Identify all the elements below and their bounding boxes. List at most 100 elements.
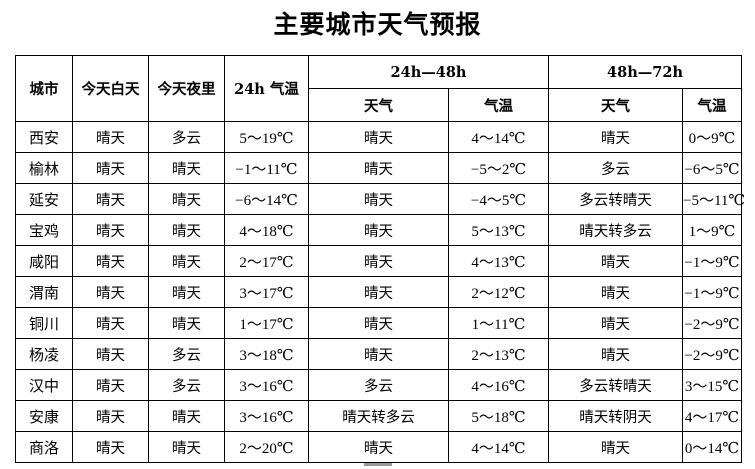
cell-city: 延安 [15,183,73,215]
cell-weather-48-72: 晴天 [548,245,684,277]
cell-today-day: 晴天 [72,214,149,246]
cell-city: 咸阳 [15,245,73,277]
header-weather-24-48: 天气 [308,88,449,122]
cell-weather-48-72: 晴天转多云 [548,214,684,246]
header-row-primary: 城市 今天白天 今天夜里 24h 气温 24h—48h 48h—72h [15,55,743,122]
cell-temp-24-48: 4～13℃ [447,245,550,277]
cell-today-night: 多云 [148,121,225,153]
header-temp-48-72: 气温 [682,88,743,122]
header-temp-24h: 24h 气温 [224,55,309,122]
table-row: 榆林 晴天 晴天 −1～11℃ 晴天 −5～2℃ 多云 −6～5℃ [15,152,743,184]
cell-weather-24-48: 晴天 [308,338,449,370]
cell-today-day: 晴天 [72,276,149,308]
cell-temp-24-48: 4～16℃ [447,369,550,401]
cell-today-night: 晴天 [148,276,225,308]
cell-today-day: 晴天 [72,369,149,401]
cell-weather-24-48: 晴天 [308,431,449,463]
cell-today-day: 晴天 [72,431,149,463]
cell-weather-24-48: 晴天 [308,276,449,308]
cell-temp-24-48: 4～14℃ [447,431,550,463]
cell-weather-24-48: 晴天 [308,183,449,215]
table-row: 渭南 晴天 晴天 3～17℃ 晴天 2～12℃ 晴天 −1～9℃ [15,276,743,308]
cell-weather-24-48: 晴天 [308,307,449,339]
table-head: 城市 今天白天 今天夜里 24h 气温 24h—48h 48h—72h 天气 气… [15,55,743,122]
cell-city: 西安 [15,121,73,153]
cell-temp-24-48: −4～5℃ [447,183,550,215]
table-row: 铜川 晴天 晴天 1～17℃ 晴天 1～11℃ 晴天 −2～9℃ [15,307,743,339]
cell-weather-24-48: 晴天 [308,214,449,246]
cell-today-night: 晴天 [148,152,225,184]
cell-weather-24-48: 晴天转多云 [308,400,449,432]
cell-temp-48-72: −5～11℃ [682,183,745,215]
cell-weather-48-72: 晴天转阴天 [548,400,684,432]
cell-today-night: 晴天 [148,400,225,432]
cell-today-day: 晴天 [72,400,149,432]
table-row: 宝鸡 晴天 晴天 4～18℃ 晴天 5～13℃ 晴天转多云 1～9℃ [15,214,743,246]
cell-temp-48-72: 4～17℃ [682,400,743,432]
cell-weather-48-72: 晴天 [548,338,684,370]
cell-today-day: 晴天 [72,183,149,215]
cell-temp-24h: 3～17℃ [224,276,309,308]
cell-weather-48-72: 多云转晴天 [548,369,684,401]
header-today-night: 今天夜里 [148,55,225,122]
cell-today-night: 晴天 [148,214,225,246]
cell-temp-24-48: −5～2℃ [447,152,550,184]
cell-temp-48-72: 0～14℃ [682,431,743,463]
cell-temp-24h: 3～16℃ [224,369,309,401]
cell-temp-24-48: 2～12℃ [447,276,550,308]
cell-weather-48-72: 多云 [548,152,684,184]
cell-city: 铜川 [15,307,73,339]
cell-temp-24h: −6～14℃ [224,183,309,215]
table-row: 杨凌 晴天 多云 3～18℃ 晴天 2～13℃ 晴天 −2～9℃ [15,338,743,370]
cell-city: 渭南 [15,276,73,308]
forecast-table-container: 城市 今天白天 今天夜里 24h 气温 24h—48h 48h—72h 天气 气… [15,55,745,463]
cell-temp-48-72: −2～9℃ [682,338,743,370]
table-body: 西安 晴天 多云 5～19℃ 晴天 4～14℃ 晴天 0～9℃ 榆林 晴天 晴天… [15,121,745,463]
header-row-secondary: 天气 气温 天气 气温 [16,88,743,122]
cell-temp-24h: 1～17℃ [224,307,309,339]
cell-temp-48-72: 1～9℃ [682,214,743,246]
cell-city: 汉中 [15,369,73,401]
cell-temp-24h: 2～20℃ [224,431,309,463]
page-title: 主要城市天气预报 [273,10,482,39]
cell-temp-24h: 3～18℃ [224,338,309,370]
cell-city: 安康 [15,400,73,432]
cell-city: 宝鸡 [15,214,73,246]
cell-weather-48-72: 晴天 [548,307,684,339]
table-row: 咸阳 晴天 晴天 2～17℃ 晴天 4～13℃ 晴天 −1～9℃ [15,245,743,277]
table-row: 延安 晴天 晴天 −6～14℃ 晴天 −4～5℃ 多云转晴天 −5～11℃ [15,183,745,215]
cell-temp-24h: −1～11℃ [224,152,309,184]
cell-temp-24h: 4～18℃ [224,214,309,246]
page-bottom-divider [364,463,392,466]
cell-today-day: 晴天 [72,245,149,277]
table-row: 西安 晴天 多云 5～19℃ 晴天 4～14℃ 晴天 0～9℃ [15,121,743,153]
cell-today-night: 多云 [148,338,225,370]
cell-today-day: 晴天 [72,307,149,339]
cell-temp-48-72: 0～9℃ [682,121,743,153]
cell-temp-48-72: −6～5℃ [682,152,743,184]
cell-city: 榆林 [15,152,73,184]
cell-weather-48-72: 晴天 [548,431,684,463]
cell-temp-24-48: 2～13℃ [447,338,550,370]
cell-today-night: 晴天 [148,307,225,339]
cell-temp-24h: 3～16℃ [224,400,309,432]
header-today-day: 今天白天 [72,55,149,122]
cell-today-day: 晴天 [72,152,149,184]
cell-weather-24-48: 晴天 [308,121,449,153]
cell-city: 杨凌 [15,338,73,370]
cell-city: 商洛 [15,431,73,463]
cell-temp-24-48: 5～18℃ [447,400,550,432]
cell-weather-48-72: 晴天 [548,276,684,308]
cell-temp-24h: 5～19℃ [224,121,309,153]
cell-temp-48-72: −1～9℃ [682,245,743,277]
table-row: 商洛 晴天 晴天 2～20℃ 晴天 4～14℃ 晴天 0～14℃ [15,431,743,463]
cell-weather-48-72: 多云转晴天 [548,183,684,215]
cell-today-night: 晴天 [148,431,225,463]
cell-temp-48-72: −2～9℃ [682,307,743,339]
header-group-24-48: 24h—48h [307,55,550,89]
cell-temp-24h: 2～17℃ [224,245,309,277]
cell-today-day: 晴天 [72,121,149,153]
cell-today-day: 晴天 [72,338,149,370]
header-weather-48-72: 天气 [548,88,684,122]
